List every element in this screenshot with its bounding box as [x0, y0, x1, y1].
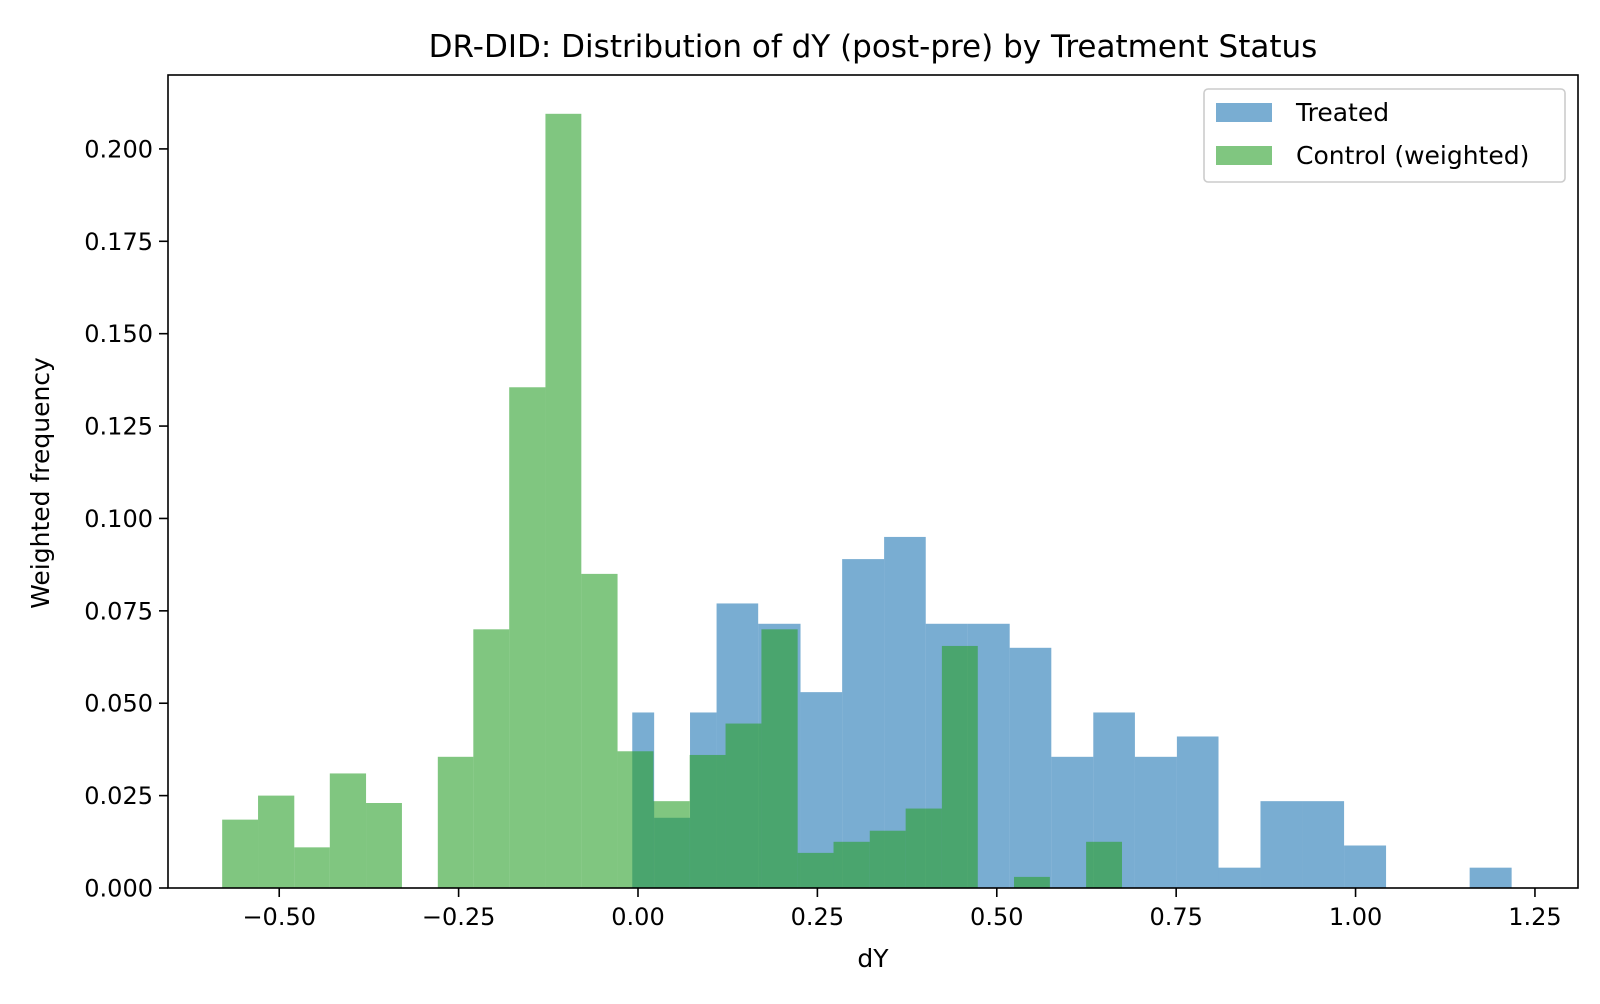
legend-label-control: Control (weighted) — [1296, 141, 1529, 170]
y-tick-label: 0.000 — [84, 875, 153, 903]
control-bar — [761, 629, 798, 888]
axes-frame — [167, 74, 1579, 889]
control-bar — [617, 751, 654, 888]
y-axis-ticks: 0.000 0.025 0.050 0.075 0.100 0.125 0.150 0.175… — [84, 135, 168, 903]
control-bar — [258, 795, 295, 888]
control-bar — [725, 723, 762, 888]
x-axis-label: dY — [857, 944, 889, 973]
control-bar — [1014, 876, 1050, 888]
control-bar — [689, 754, 726, 888]
treated-bar — [1344, 845, 1387, 888]
x-tick-label: 1.25 — [1508, 903, 1561, 931]
legend: Treated Control (weighted) — [1203, 88, 1566, 183]
x-tick-label: 0.25 — [791, 903, 844, 931]
treated-bar — [1260, 801, 1303, 888]
y-tick-label: 0.125 — [84, 413, 153, 441]
control-bar — [222, 819, 259, 888]
series-control-bars — [222, 113, 1122, 889]
y-tick-label: 0.175 — [84, 228, 153, 256]
treated-bar — [1176, 736, 1219, 888]
y-axis-label: Weighted frequency — [26, 357, 55, 609]
x-tick-label: −0.50 — [242, 903, 316, 931]
control-bar — [905, 808, 942, 888]
control-bar — [509, 387, 546, 888]
y-tick-label: 0.050 — [84, 690, 153, 718]
control-bar — [833, 841, 870, 888]
legend-label-treated: Treated — [1295, 98, 1389, 127]
x-axis-ticks: −0.50 −0.25 0.00 0.25 0.50 0.75 1.00 1.25 — [242, 888, 1562, 931]
control-bar — [329, 773, 367, 888]
control-bar — [473, 629, 510, 888]
x-tick-label: 0.50 — [970, 903, 1023, 931]
bars-layer — [222, 113, 1512, 889]
treated-bar — [1302, 801, 1345, 888]
y-tick-label: 0.075 — [84, 597, 153, 625]
treated-bar — [1469, 867, 1512, 888]
y-tick-label: 0.025 — [84, 782, 153, 810]
treated-bar — [1134, 756, 1177, 888]
x-tick-label: 0.75 — [1149, 903, 1202, 931]
legend-swatch-control — [1216, 146, 1272, 165]
x-tick-label: 1.00 — [1329, 903, 1382, 931]
control-bar — [437, 756, 474, 888]
y-tick-label: 0.200 — [84, 135, 153, 163]
control-bar — [941, 645, 978, 888]
control-bar — [545, 113, 582, 889]
control-bar — [797, 852, 834, 888]
treated-bar — [1009, 647, 1052, 888]
control-bar — [581, 573, 618, 888]
legend-swatch-treated — [1216, 103, 1272, 122]
control-bar — [366, 803, 402, 888]
control-bar — [1086, 841, 1122, 888]
x-tick-label: 0.00 — [611, 903, 664, 931]
treated-bar — [1218, 867, 1261, 888]
control-bar — [294, 847, 330, 888]
control-bar — [653, 801, 690, 888]
y-tick-label: 0.100 — [84, 505, 153, 533]
chart-title: DR-DID: Distribution of dY (post-pre) by… — [429, 29, 1318, 65]
control-bar — [869, 830, 906, 888]
x-tick-label: −0.25 — [422, 903, 496, 931]
legend-box — [1203, 88, 1566, 183]
y-tick-label: 0.150 — [84, 320, 153, 348]
